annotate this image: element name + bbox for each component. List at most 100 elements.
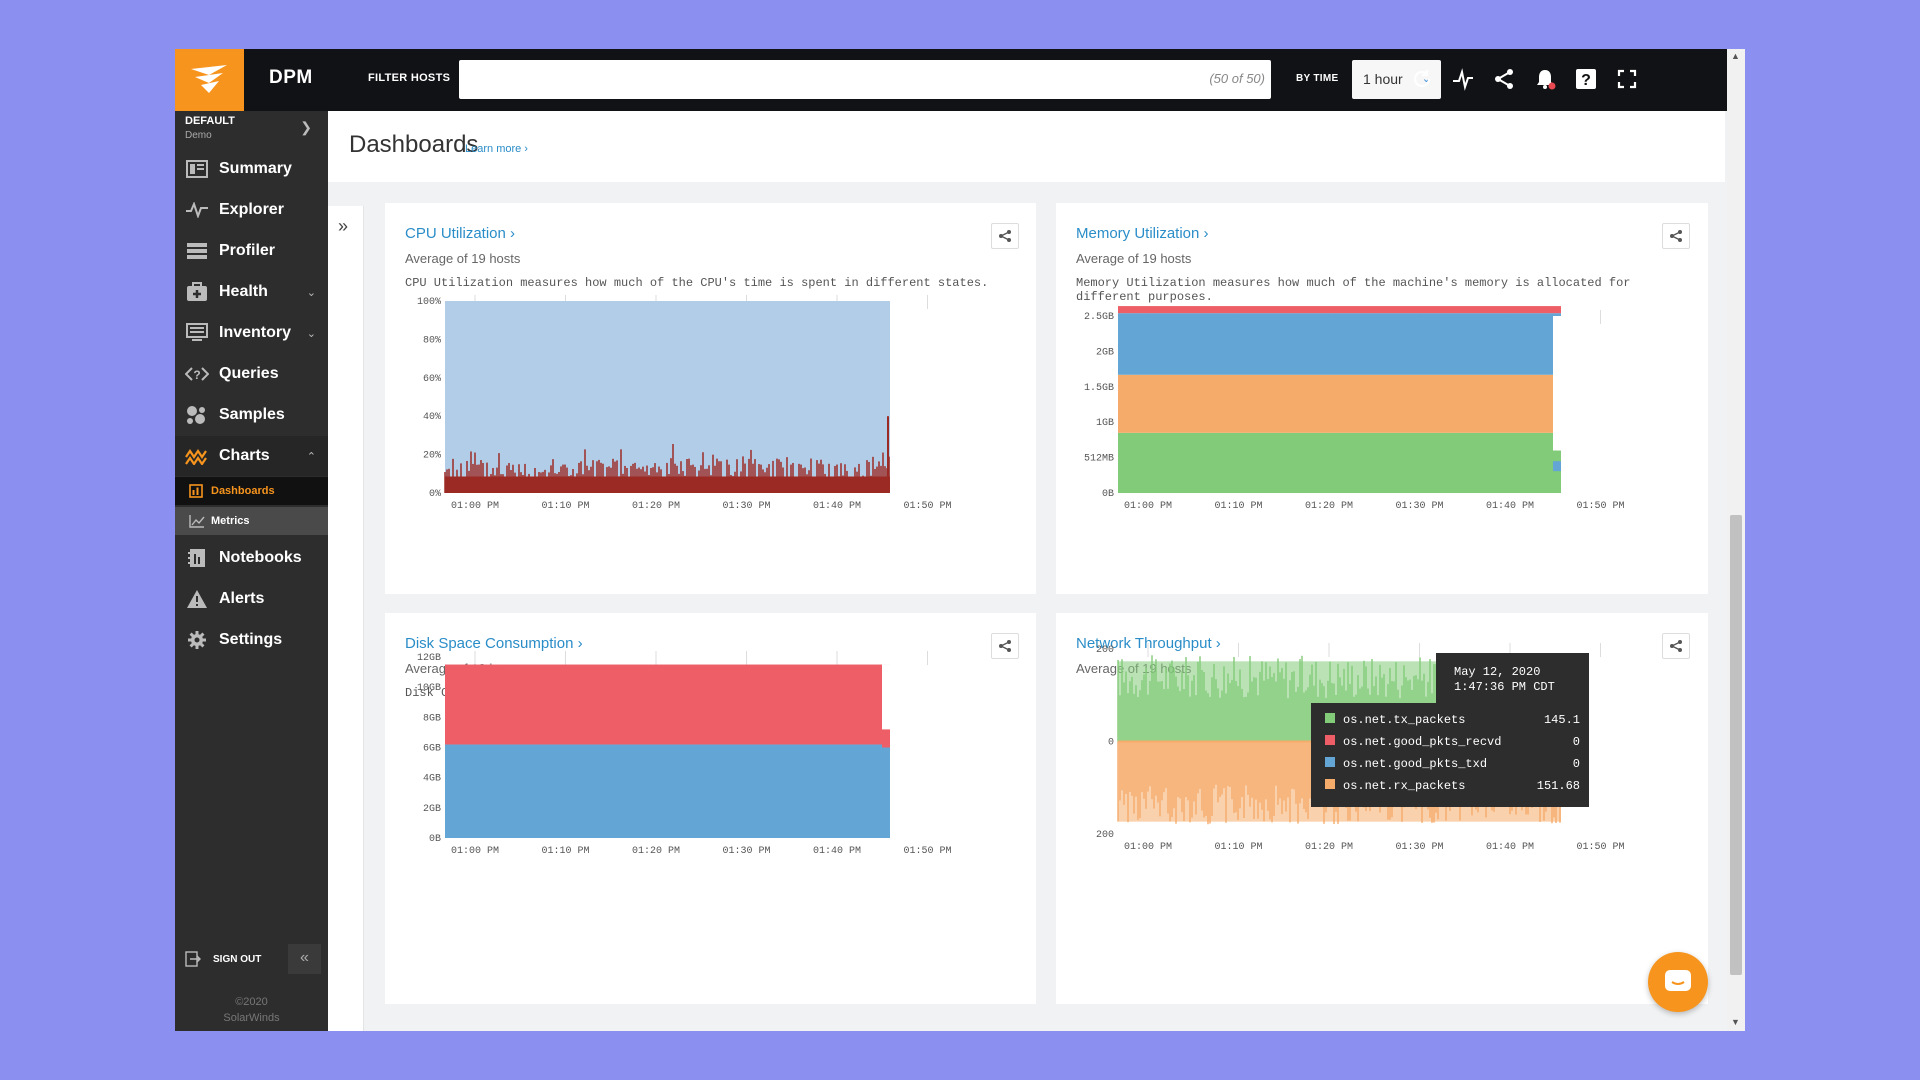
tooltip-series-value: 151.68 (1536, 779, 1580, 793)
app-window: DPM FILTER HOSTS (50 of 50) BY TIME 1 ho… (175, 49, 1745, 1031)
memory-card-subtitle: Average of 19 hosts (1076, 251, 1192, 266)
solarwinds-logo[interactable] (175, 49, 244, 111)
panel-expand-strip: » (328, 206, 364, 1031)
sidebar-item-profiler[interactable]: Profiler (175, 231, 328, 271)
sidebar-item-queries[interactable]: ? Queries (175, 354, 328, 394)
cpu-card-title[interactable]: CPU Utilization › (405, 225, 516, 242)
y-tick-label: 2GB (1096, 347, 1114, 358)
time-range-select[interactable]: 1 hour ⌄ (1352, 60, 1441, 99)
scroll-up-arrow[interactable]: ▲ (1731, 51, 1740, 61)
y-tick-label: 12GB (417, 653, 441, 664)
legend-swatch (1325, 779, 1335, 789)
x-tick-label: 01:50 PM (903, 846, 951, 857)
cpu-card-subtitle: Average of 19 hosts (405, 251, 521, 266)
inventory-icon (185, 323, 209, 343)
x-tick-label: 01:40 PM (813, 501, 861, 512)
series-area (1553, 450, 1561, 493)
time-range-value: 1 hour (1363, 71, 1403, 87)
share-icon[interactable] (1488, 63, 1520, 95)
chat-icon (1665, 970, 1691, 991)
y-tick-label: 4GB (423, 774, 441, 785)
scroll-down-arrow[interactable]: ▼ (1731, 1017, 1740, 1027)
share-icon (999, 640, 1011, 652)
x-tick-label: 01:20 PM (1305, 501, 1353, 512)
disk-space-chart: 12GB 10GB 8GB 6GB 4GB 2GB 0B 01:00 PM 01:10 PM 01… (417, 651, 952, 857)
tooltip-row: os.net.tx_packets 145.1 (1325, 713, 1580, 727)
refresh-icon[interactable] (1406, 63, 1438, 95)
health-icon (185, 282, 209, 302)
share-icon (999, 230, 1011, 242)
filter-hosts-input[interactable] (459, 60, 1271, 99)
sidebar-item-label: Samples (219, 406, 285, 423)
tooltip-header: May 12, 2020 1:47:36 PM CDT (1436, 653, 1589, 703)
sidebar-item-health[interactable]: Health ⌄ (175, 272, 328, 312)
tooltip-series-value: 0 (1572, 757, 1580, 771)
top-bar: DPM FILTER HOSTS (50 of 50) BY TIME 1 ho… (175, 49, 1727, 111)
notebooks-icon (185, 548, 209, 568)
help-icon[interactable]: ? (1570, 63, 1602, 95)
sidebar-item-alerts[interactable]: Alerts (175, 579, 328, 619)
y-tick-label: 0B (1102, 489, 1114, 500)
chat-launcher-button[interactable] (1648, 952, 1708, 1012)
x-tick-label: 01:10 PM (541, 501, 589, 512)
tooltip-row: os.net.good_pkts_recvd 0 (1325, 735, 1580, 749)
memory-share-button[interactable] (1662, 223, 1690, 249)
learn-more-link[interactable]: Learn more › (465, 143, 528, 155)
sidebar-item-inventory[interactable]: Inventory ⌄ (175, 313, 328, 353)
sidebar-item-label: Summary (219, 160, 292, 177)
collapse-sidebar-button[interactable]: « (288, 944, 321, 974)
cpu-share-button[interactable] (991, 223, 1019, 249)
double-chevron-right-icon[interactable]: » (338, 216, 349, 236)
sign-out-label: SIGN OUT (213, 953, 262, 965)
x-tick-label: 01:30 PM (1395, 842, 1443, 853)
copyright-company: SolarWinds (223, 1012, 280, 1024)
x-tick-label: 01:00 PM (451, 846, 499, 857)
y-tick-label: 6GB (423, 744, 441, 755)
sign-out-button[interactable]: SIGN OUT (185, 951, 261, 967)
page-scrollbar[interactable]: ▲ ▼ (1727, 49, 1745, 1031)
page-header: Dashboards Learn more › (328, 111, 1725, 182)
legend-swatch (1325, 713, 1335, 723)
sidebar-item-explorer[interactable]: Explorer (175, 190, 328, 230)
sidebar-subitem-metrics[interactable]: Metrics (175, 507, 328, 535)
workspace-switcher[interactable]: DEFAULT Demo (185, 115, 235, 141)
tooltip-series-value: 145.1 (1543, 713, 1580, 727)
filter-host-count: (50 of 50) (1209, 71, 1265, 86)
memory-card-title[interactable]: Memory Utilization › (1076, 225, 1209, 242)
x-tick-label: 01:50 PM (1576, 842, 1624, 853)
sidebar-item-summary[interactable]: Summary (175, 149, 328, 189)
tooltip-series-name: os.net.tx_packets (1343, 713, 1466, 727)
sidebar-item-charts[interactable]: Charts ⌃ (175, 436, 328, 476)
charts-icon (185, 446, 209, 466)
bell-icon[interactable] (1529, 63, 1561, 95)
copyright: ©2020 SolarWinds (175, 994, 328, 1026)
workspace-sub: Demo (185, 130, 212, 141)
series-area (445, 664, 890, 745)
sidebar: DEFAULT Demo ❯ Summary Explorer Profiler… (175, 111, 328, 1031)
chevron-right-icon[interactable]: ❯ (300, 119, 312, 135)
activity-icon[interactable] (1447, 63, 1479, 95)
sidebar-item-settings[interactable]: Settings (175, 620, 328, 660)
disk-share-button[interactable] (991, 633, 1019, 659)
sidebar-item-samples[interactable]: Samples (175, 395, 328, 435)
dashboards-icon (189, 484, 205, 498)
series-area (1118, 306, 1561, 314)
disk-card-title[interactable]: Disk Space Consumption › (405, 635, 583, 652)
y-tick-label: 0 (1108, 738, 1114, 749)
cpu-utilization-card: CPU Utilization › Average of 19 hosts CP… (385, 203, 1036, 594)
x-tick-label: 01:10 PM (1214, 501, 1262, 512)
y-tick-label: 200 (1096, 645, 1114, 656)
x-tick-label: 01:00 PM (1124, 501, 1172, 512)
scroll-thumb[interactable] (1730, 515, 1742, 975)
network-share-button[interactable] (1662, 633, 1690, 659)
sidebar-item-notebooks[interactable]: Notebooks (175, 538, 328, 578)
sidebar-subitem-dashboards[interactable]: Dashboards (175, 477, 328, 505)
y-tick-label: 80% (423, 335, 441, 346)
fullscreen-icon[interactable] (1611, 63, 1643, 95)
series-area (1118, 432, 1561, 493)
chevron-down-icon: ⌄ (306, 327, 316, 340)
sidebar-item-label: Explorer (219, 201, 284, 218)
chevron-down-icon: ⌄ (306, 286, 316, 299)
sidebar-item-label: Settings (219, 631, 283, 648)
y-tick-label: 1.5GB (1084, 383, 1114, 394)
